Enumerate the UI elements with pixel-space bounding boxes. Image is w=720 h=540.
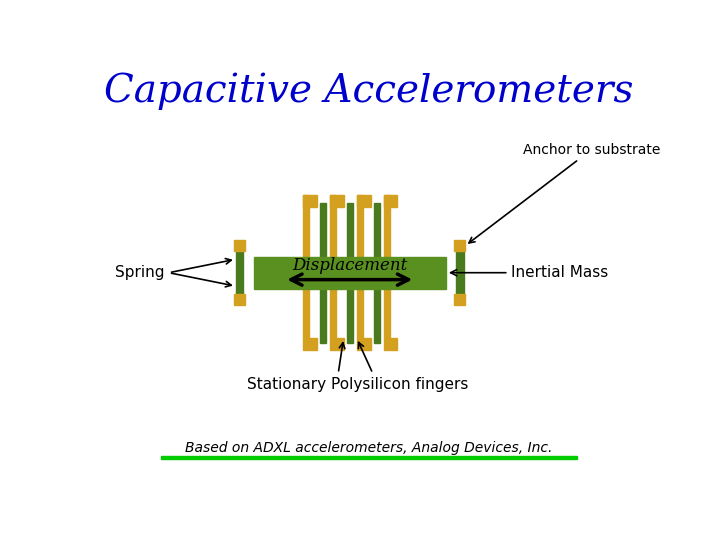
Bar xyxy=(303,195,317,207)
Bar xyxy=(356,289,363,338)
Bar xyxy=(384,338,397,350)
Bar xyxy=(234,294,245,305)
Bar xyxy=(384,289,390,338)
Text: Based on ADXL accelerometers, Analog Devices, Inc.: Based on ADXL accelerometers, Analog Dev… xyxy=(185,441,553,455)
Bar xyxy=(330,338,343,350)
Bar xyxy=(234,240,245,251)
Bar xyxy=(330,195,343,207)
Bar xyxy=(303,289,309,338)
Bar xyxy=(253,256,446,289)
Bar xyxy=(356,338,371,350)
Text: Stationary Polysilicon fingers: Stationary Polysilicon fingers xyxy=(247,377,468,393)
Bar xyxy=(454,240,465,251)
Text: Spring: Spring xyxy=(115,265,165,280)
Bar xyxy=(330,289,336,338)
Text: Inertial Mass: Inertial Mass xyxy=(451,265,608,280)
Bar xyxy=(356,195,363,256)
Bar xyxy=(320,289,326,343)
Bar xyxy=(356,195,371,207)
Bar xyxy=(454,294,465,305)
Bar xyxy=(346,202,353,256)
Bar xyxy=(303,195,309,256)
Text: Capacitive Accelerometers: Capacitive Accelerometers xyxy=(104,73,634,111)
Bar xyxy=(320,202,326,256)
Bar xyxy=(161,456,577,459)
Bar xyxy=(374,202,379,256)
Text: Anchor to substrate: Anchor to substrate xyxy=(469,143,660,243)
Bar xyxy=(384,195,397,207)
Bar xyxy=(235,246,243,300)
Text: Displacement: Displacement xyxy=(292,257,408,274)
Bar xyxy=(330,195,336,256)
Bar xyxy=(384,195,390,256)
Bar xyxy=(303,338,317,350)
Bar xyxy=(346,289,353,343)
Bar xyxy=(374,289,379,343)
Bar xyxy=(456,246,464,300)
